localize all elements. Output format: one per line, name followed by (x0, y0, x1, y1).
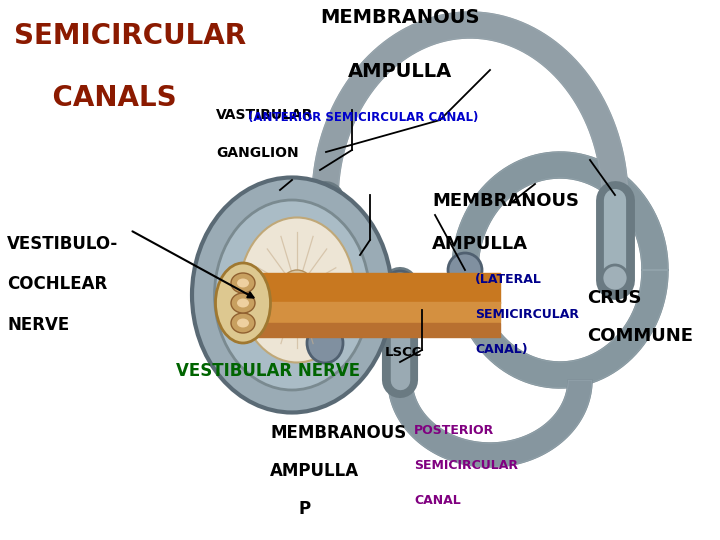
Text: MEMBRANOUS: MEMBRANOUS (270, 424, 406, 442)
Text: LSCC: LSCC (385, 346, 423, 359)
Ellipse shape (237, 319, 249, 327)
Text: MEMBRANOUS: MEMBRANOUS (432, 192, 579, 210)
Text: P: P (299, 500, 311, 517)
Ellipse shape (240, 218, 354, 362)
Text: CANAL): CANAL) (475, 343, 528, 356)
Ellipse shape (279, 270, 315, 310)
Text: COMMUNE: COMMUNE (587, 327, 693, 345)
Ellipse shape (231, 313, 255, 333)
Ellipse shape (215, 263, 271, 343)
Polygon shape (312, 12, 628, 200)
Text: POSTERIOR: POSTERIOR (414, 424, 494, 437)
Ellipse shape (237, 279, 249, 287)
Text: (LATERAL: (LATERAL (475, 273, 542, 286)
Text: CANALS: CANALS (14, 84, 177, 112)
Ellipse shape (192, 178, 392, 413)
Polygon shape (452, 152, 668, 388)
Ellipse shape (231, 273, 255, 293)
Ellipse shape (307, 323, 343, 363)
Text: AMPULLA: AMPULLA (348, 62, 451, 81)
Polygon shape (312, 12, 628, 200)
Polygon shape (388, 380, 592, 467)
Ellipse shape (237, 299, 249, 307)
Polygon shape (388, 380, 592, 467)
Text: AMPULLA: AMPULLA (432, 235, 528, 253)
Ellipse shape (602, 265, 628, 291)
Text: SEMICIRCULAR: SEMICIRCULAR (414, 459, 518, 472)
Text: SEMICIRCULAR: SEMICIRCULAR (475, 308, 579, 321)
Text: COCHLEAR: COCHLEAR (7, 275, 107, 293)
Ellipse shape (231, 293, 255, 313)
Text: VASTIBULAR: VASTIBULAR (216, 108, 313, 122)
Text: VESTIBULAR NERVE: VESTIBULAR NERVE (176, 362, 361, 380)
Text: SEMICIRCULAR: SEMICIRCULAR (14, 22, 246, 50)
Text: VESTIBULO-: VESTIBULO- (7, 235, 119, 253)
Ellipse shape (448, 253, 482, 287)
Polygon shape (452, 152, 668, 388)
Ellipse shape (215, 200, 369, 390)
Text: MEMBRANOUS: MEMBRANOUS (320, 8, 480, 27)
Text: (ANTERIOR SEMICIRCULAR CANAL): (ANTERIOR SEMICIRCULAR CANAL) (248, 111, 479, 124)
Text: AMPULLA: AMPULLA (270, 462, 359, 480)
Text: CRUS: CRUS (587, 289, 642, 307)
Text: CANAL: CANAL (414, 494, 461, 507)
Ellipse shape (384, 271, 416, 303)
Text: NERVE: NERVE (7, 316, 69, 334)
Text: GANGLION: GANGLION (216, 146, 299, 160)
